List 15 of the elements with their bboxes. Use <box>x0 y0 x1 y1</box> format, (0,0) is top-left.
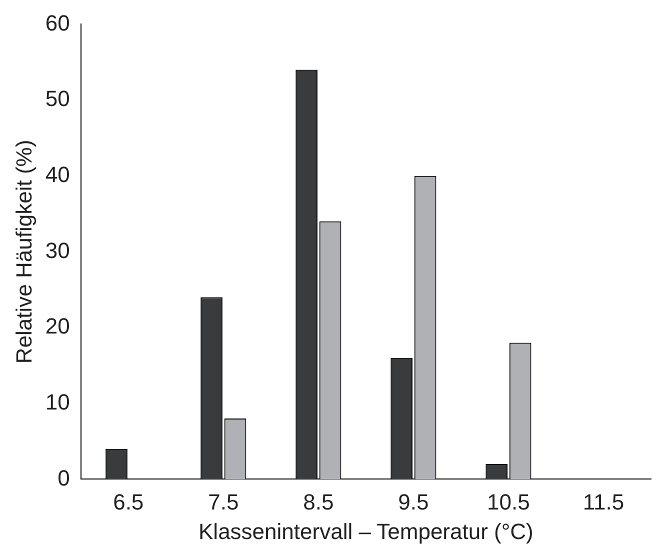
y-tick-label: 30 <box>45 238 70 263</box>
y-tick-label: 60 <box>45 10 70 36</box>
y-axis-title: Relative Häufigkeit (%) <box>11 140 36 364</box>
x-tick-label: 9.5 <box>398 489 429 514</box>
x-tick-label: 8.5 <box>303 489 334 514</box>
x-tick-label: 11.5 <box>582 489 624 514</box>
y-tick-label: 40 <box>45 162 70 187</box>
y-tick-label: 50 <box>45 86 70 112</box>
x-tick-label: 10.5 <box>487 489 530 514</box>
x-tick-label: 6.5 <box>113 489 144 514</box>
y-tick-label: 10 <box>45 389 70 414</box>
y-tick-label: 20 <box>45 314 70 339</box>
x-axis-title: Klassenintervall – Temperatur (°C) <box>198 518 534 544</box>
y-tick-label: 0 <box>58 465 70 490</box>
x-tick-label: 7.5 <box>208 489 239 514</box>
